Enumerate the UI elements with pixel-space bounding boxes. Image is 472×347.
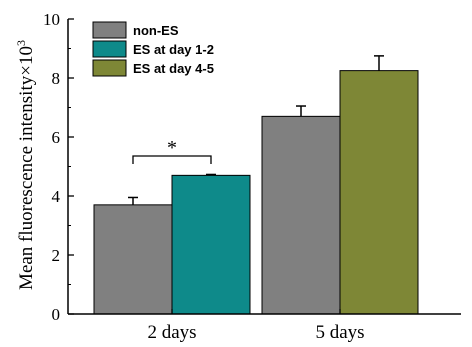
y-axis-title-exponent: 3 — [14, 40, 28, 46]
legend-swatch-0 — [92, 21, 127, 39]
bar-0-1 — [261, 115, 341, 315]
error-bar-group — [128, 55, 384, 205]
x-tick-label-1: 5 days — [315, 322, 364, 343]
legend-label-0: non-ES — [133, 23, 179, 38]
significance-group: * — [132, 137, 212, 164]
y-tick-label-3: 6 — [52, 128, 61, 147]
y-tick-label-2: 4 — [52, 187, 61, 206]
bar-1-0 — [171, 174, 251, 315]
y-tick-label-5: 10 — [43, 10, 60, 29]
y-tick-label-0: 0 — [52, 305, 61, 324]
legend-label-2: ES at day 4-5 — [133, 61, 214, 76]
y-axis-title: Mean fluorescence intensity×103 — [14, 40, 37, 290]
y-tick-label-1: 2 — [52, 246, 61, 265]
legend-label-1: ES at day 1-2 — [133, 42, 214, 57]
bar-2-1 — [339, 70, 419, 315]
legend-swatch-1 — [92, 40, 127, 58]
legend: non-ES ES at day 1-2 ES at day 4-5 — [92, 21, 214, 77]
x-tick-label-0: 2 days — [147, 322, 196, 343]
significance-label-0: * — [167, 137, 177, 159]
bar-group — [93, 70, 419, 315]
axes-group: 0 2 4 6 8 10 2 days 5 days — [43, 10, 461, 343]
y-tick-label-4: 8 — [52, 69, 61, 88]
y-axis-title-text: Mean fluorescence intensity×10 — [16, 46, 37, 290]
legend-swatch-2 — [92, 59, 127, 77]
bar-0-0 — [93, 204, 173, 315]
significance-bracket-0 — [132, 155, 212, 164]
